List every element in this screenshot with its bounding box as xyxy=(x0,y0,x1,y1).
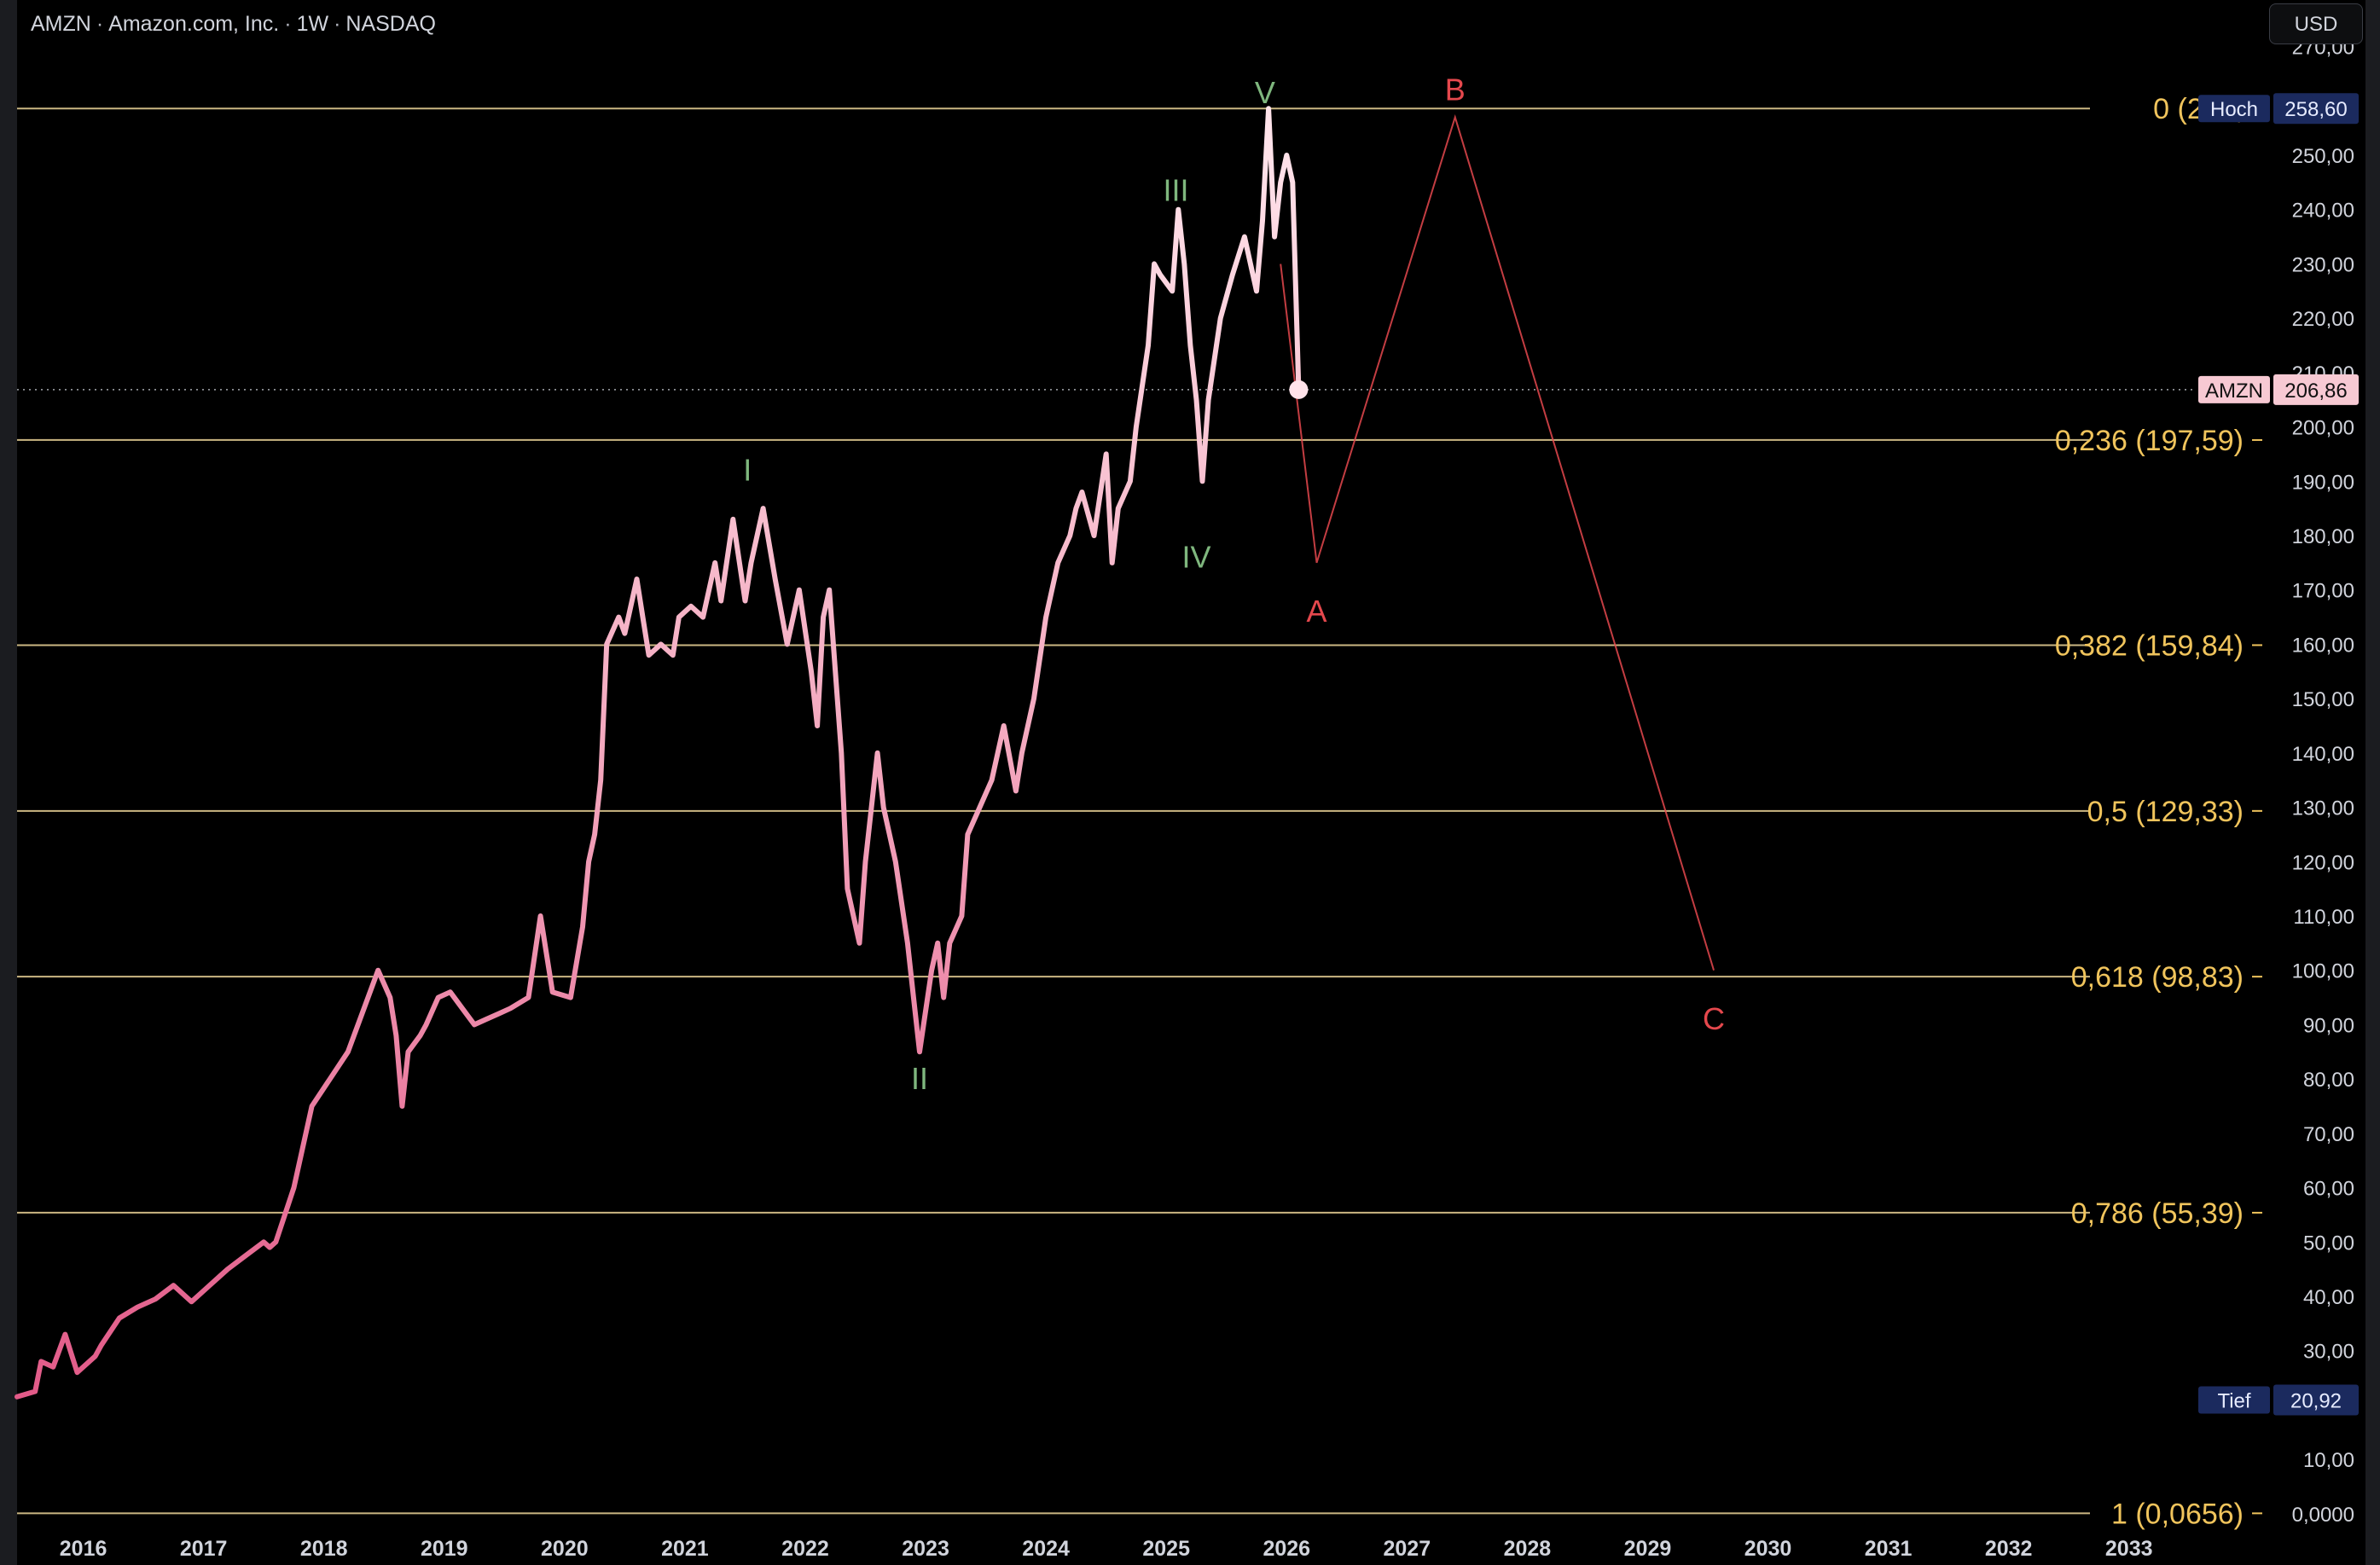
symbol-ticker: AMZN xyxy=(31,12,91,36)
x-tick-label: 2019 xyxy=(421,1537,468,1561)
x-tick-label: 2025 xyxy=(1142,1537,1190,1561)
header-separator: · xyxy=(334,12,341,36)
y-tick-label: 170,00 xyxy=(2292,580,2354,603)
fibonacci-levels: 0 (258,0,236 (197,59)0,382 (159,84)0,5 (… xyxy=(17,93,2262,1530)
y-tick-label: 30,00 xyxy=(2303,1341,2354,1364)
y-tick-label: 70,00 xyxy=(2303,1123,2354,1146)
x-tick-label: 2016 xyxy=(60,1537,107,1561)
price-line xyxy=(15,106,1302,1400)
y-tick-label: 240,00 xyxy=(2292,200,2354,223)
symbol-header[interactable]: AMZN · Amazon.com, Inc. · 1W · NASDAQ xyxy=(31,12,436,37)
badge-value: 258,60 xyxy=(2284,98,2347,121)
time-axis[interactable]: 2016 2017 2018 2019 2020 2021 2022 2023 2024 2025… xyxy=(60,1537,2153,1561)
right-edge-strip xyxy=(2365,0,2380,1565)
company-name: Amazon.com, Inc. xyxy=(108,12,280,36)
y-tick-label: 190,00 xyxy=(2292,471,2354,494)
y-tick-label: 80,00 xyxy=(2303,1069,2354,1092)
badge-label-bg xyxy=(2198,95,2270,123)
wave-label: C xyxy=(1703,1001,1725,1036)
badge-value-bg xyxy=(2273,93,2359,125)
fib-label: 0,618 (98,83) xyxy=(2071,961,2244,994)
badge-label: AMZN xyxy=(2205,380,2263,403)
y-tick-label: 100,00 xyxy=(2292,960,2354,983)
x-tick-label: 2018 xyxy=(300,1537,348,1561)
badge-value: 206,86 xyxy=(2284,380,2347,403)
price-badges: Hoch 258,60 AMZN 206,86 Tief 20,92 xyxy=(2198,93,2359,1416)
y-tick-label: 50,00 xyxy=(2303,1232,2354,1255)
y-tick-label: 250,00 xyxy=(2292,145,2354,168)
chart-interval: 1W xyxy=(296,12,329,36)
y-tick-label: 0,0000 xyxy=(2292,1504,2354,1527)
header-separator: · xyxy=(284,12,292,36)
x-tick-label: 2020 xyxy=(541,1537,589,1561)
y-tick-label: 120,00 xyxy=(2292,851,2354,874)
y-tick-label: 230,00 xyxy=(2292,253,2354,276)
y-tick-label: 130,00 xyxy=(2292,797,2354,820)
fib-label: 0,5 (129,33) xyxy=(2087,796,2244,828)
x-tick-label: 2017 xyxy=(180,1537,228,1561)
x-tick-label: 2031 xyxy=(1865,1537,1913,1561)
y-tick-label: 40,00 xyxy=(2303,1286,2354,1309)
x-tick-label: 2032 xyxy=(1985,1537,2033,1561)
y-tick-label: 60,00 xyxy=(2303,1178,2354,1201)
left-toolbar-strip xyxy=(0,0,17,1565)
badge-label: Tief xyxy=(2217,1390,2250,1413)
x-tick-label: 2029 xyxy=(1624,1537,1672,1561)
abc-projection xyxy=(1280,114,1715,971)
wave-label: V xyxy=(1255,75,1275,110)
fib-label: 1 (0,0656) xyxy=(2111,1498,2244,1530)
badge-value: 20,92 xyxy=(2290,1390,2342,1413)
y-tick-label: 10,00 xyxy=(2303,1449,2354,1472)
x-tick-label: 2021 xyxy=(661,1537,709,1561)
y-tick-label: 140,00 xyxy=(2292,743,2354,766)
projection-line xyxy=(1280,114,1715,971)
y-tick-label: 200,00 xyxy=(2292,417,2354,440)
wave-label: II xyxy=(911,1061,928,1096)
price-axis[interactable]: 270,00260,00250,00240,00230,00220,00210,… xyxy=(2292,37,2354,1527)
currency-button[interactable]: USD xyxy=(2269,3,2363,44)
wave-label: B xyxy=(1445,72,1466,107)
badge-label: Hoch xyxy=(2210,98,2258,121)
y-tick-label: 150,00 xyxy=(2292,688,2354,711)
header-separator: · xyxy=(96,12,104,36)
y-tick-label: 220,00 xyxy=(2292,308,2354,331)
x-tick-label: 2033 xyxy=(2105,1537,2153,1561)
x-tick-label: 2022 xyxy=(781,1537,829,1561)
x-tick-label: 2028 xyxy=(1504,1537,1552,1561)
badge-value-bg xyxy=(2273,374,2359,405)
y-tick-label: 90,00 xyxy=(2303,1014,2354,1037)
x-tick-label: 2027 xyxy=(1384,1537,1431,1561)
y-tick-label: 110,00 xyxy=(2293,906,2354,929)
wave-label: A xyxy=(1307,594,1327,629)
wave-label: IV xyxy=(1181,539,1210,574)
wave-label: III xyxy=(1163,172,1188,207)
exchange-name: NASDAQ xyxy=(345,12,436,36)
badge-label-bg xyxy=(2198,1386,2270,1414)
x-tick-label: 2026 xyxy=(1263,1537,1310,1561)
fib-label: 0,786 (55,39) xyxy=(2071,1197,2244,1230)
x-tick-label: 2024 xyxy=(1022,1537,1070,1561)
price-series xyxy=(15,106,1309,1400)
last-price-marker xyxy=(1289,380,1309,399)
fib-label: 0,236 (197,59) xyxy=(2055,425,2244,457)
x-tick-label: 2030 xyxy=(1744,1537,1792,1561)
y-tick-label: 160,00 xyxy=(2292,634,2354,657)
badge-label-bg xyxy=(2198,375,2270,403)
fib-label: 0,382 (159,84) xyxy=(2055,629,2244,662)
wave-label: I xyxy=(743,453,752,488)
x-tick-label: 2023 xyxy=(902,1537,949,1561)
badge-value-bg xyxy=(2273,1384,2359,1416)
y-tick-label: 180,00 xyxy=(2292,525,2354,548)
